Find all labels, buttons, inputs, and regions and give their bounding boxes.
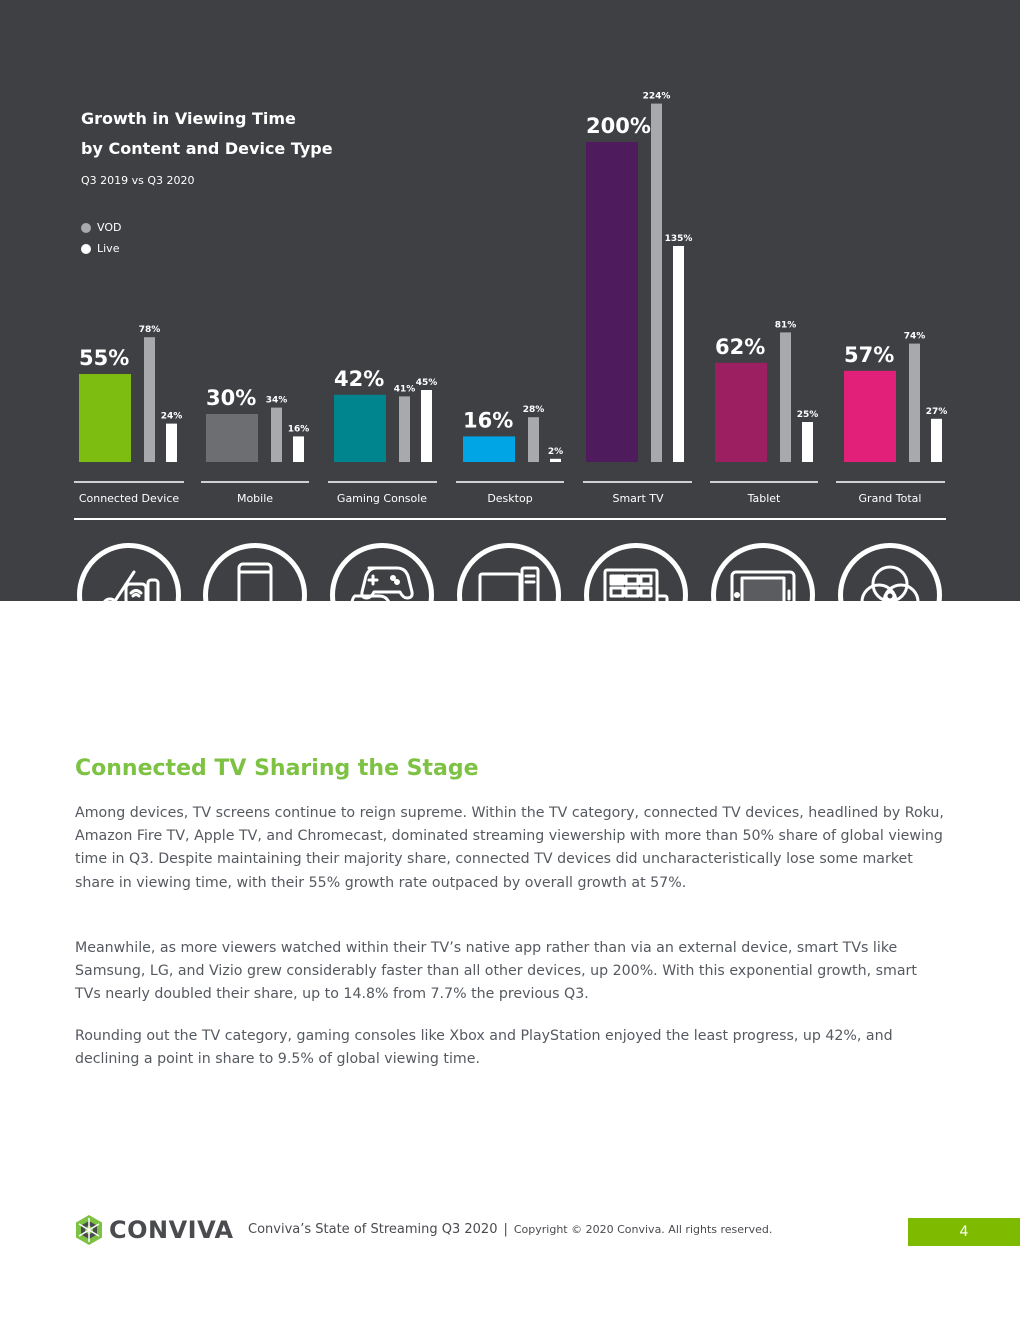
bar: [463, 436, 515, 462]
footer-text: Conviva’s State of Streaming Q3 2020 | Cop…: [248, 1222, 772, 1237]
bar: [144, 337, 155, 462]
tablet-icon: [711, 543, 815, 647]
bar: [715, 362, 767, 462]
bar: [79, 374, 131, 462]
data-label: 62%: [715, 335, 765, 359]
grand-total-icon: [838, 543, 942, 647]
legend-swatch-vod: [81, 222, 91, 233]
category-label: Grand Total: [859, 492, 922, 505]
smart-tv-icon: [584, 543, 688, 647]
data-label: 34%: [266, 396, 288, 406]
chart-panel: [0, 0, 1020, 601]
legend-label-live: Live: [97, 242, 120, 255]
data-label: 81%: [775, 320, 797, 330]
chart-title-line2: by Content and Device Type: [81, 139, 333, 158]
body-paragraph: Meanwhile, as more viewers watched withi…: [75, 940, 917, 1003]
data-label: 74%: [904, 332, 926, 342]
logo-wordmark: CONVIVA: [109, 1216, 234, 1244]
bar: [844, 370, 896, 462]
category-label: Tablet: [747, 492, 781, 505]
bar: [528, 417, 539, 462]
data-label: 224%: [643, 92, 671, 102]
data-label: 57%: [844, 343, 894, 367]
bar: [399, 396, 410, 462]
bar: [334, 394, 386, 462]
bar: [651, 103, 662, 462]
bar: [421, 390, 432, 462]
connected-device-icon: [77, 543, 181, 647]
bar: [909, 343, 920, 462]
bar-chart: 55% 78% 24% Connected Device 30% 34% 16% Mobile…: [74, 92, 948, 520]
data-label: 78%: [139, 325, 161, 335]
bar: [271, 407, 282, 462]
bar: [673, 246, 684, 462]
category-label: Smart TV: [612, 492, 663, 505]
conviva-logo: CONVIVA: [75, 1214, 234, 1246]
data-label: 16%: [463, 408, 513, 432]
bar: [802, 422, 813, 462]
data-label: 16%: [288, 424, 310, 434]
data-label: 135%: [665, 234, 693, 244]
data-label: 25%: [797, 410, 819, 420]
legend-swatch-live: [81, 243, 91, 254]
bar: [931, 418, 942, 462]
footer-separator: |: [503, 1222, 508, 1237]
footer-copyright: Copyright © 2020 Conviva. All rights res…: [513, 1223, 773, 1236]
bar: [206, 414, 258, 462]
body-paragraph: Among devices, TV screens continue to re…: [75, 805, 944, 891]
bar: [166, 423, 177, 462]
category-label: Gaming Console: [337, 492, 427, 505]
bar: [550, 458, 561, 462]
data-label: 200%: [586, 114, 651, 138]
data-label: 2%: [548, 447, 563, 457]
legend-item-live: Live: [81, 242, 119, 255]
bar: [293, 436, 304, 462]
category-label: Desktop: [487, 492, 532, 505]
chart-title: Growth in Viewing Time: [81, 109, 296, 128]
data-label: 42%: [334, 367, 384, 391]
desktop-icon: [457, 543, 561, 647]
bar: [586, 142, 638, 462]
section-heading: Connected TV Sharing the Stage: [75, 756, 479, 781]
category-label: Connected Device: [79, 492, 180, 505]
conviva-logo-mark: [76, 1215, 102, 1245]
mobile-icon: [203, 543, 307, 647]
legend-label-vod: VOD: [97, 221, 122, 234]
bar: [780, 332, 791, 462]
data-label: 24%: [161, 412, 183, 422]
page-number: 4: [908, 1218, 1020, 1246]
data-label: 30%: [206, 386, 256, 410]
data-label: 41%: [394, 384, 416, 394]
legend-item-vod: VOD: [81, 221, 121, 234]
footer-report-title: Conviva’s State of Streaming Q3 2020: [248, 1222, 498, 1237]
data-label: 55%: [79, 346, 129, 370]
chart-subtitle: Q3 2019 vs Q3 2020: [81, 174, 195, 187]
data-label: 27%: [926, 407, 948, 417]
data-label: 28%: [523, 405, 545, 415]
data-label: 45%: [416, 378, 438, 388]
category-label: Mobile: [237, 492, 273, 505]
body-paragraph: Rounding out the TV category, gaming con…: [75, 1028, 893, 1068]
gaming-console-icon: [330, 543, 434, 647]
